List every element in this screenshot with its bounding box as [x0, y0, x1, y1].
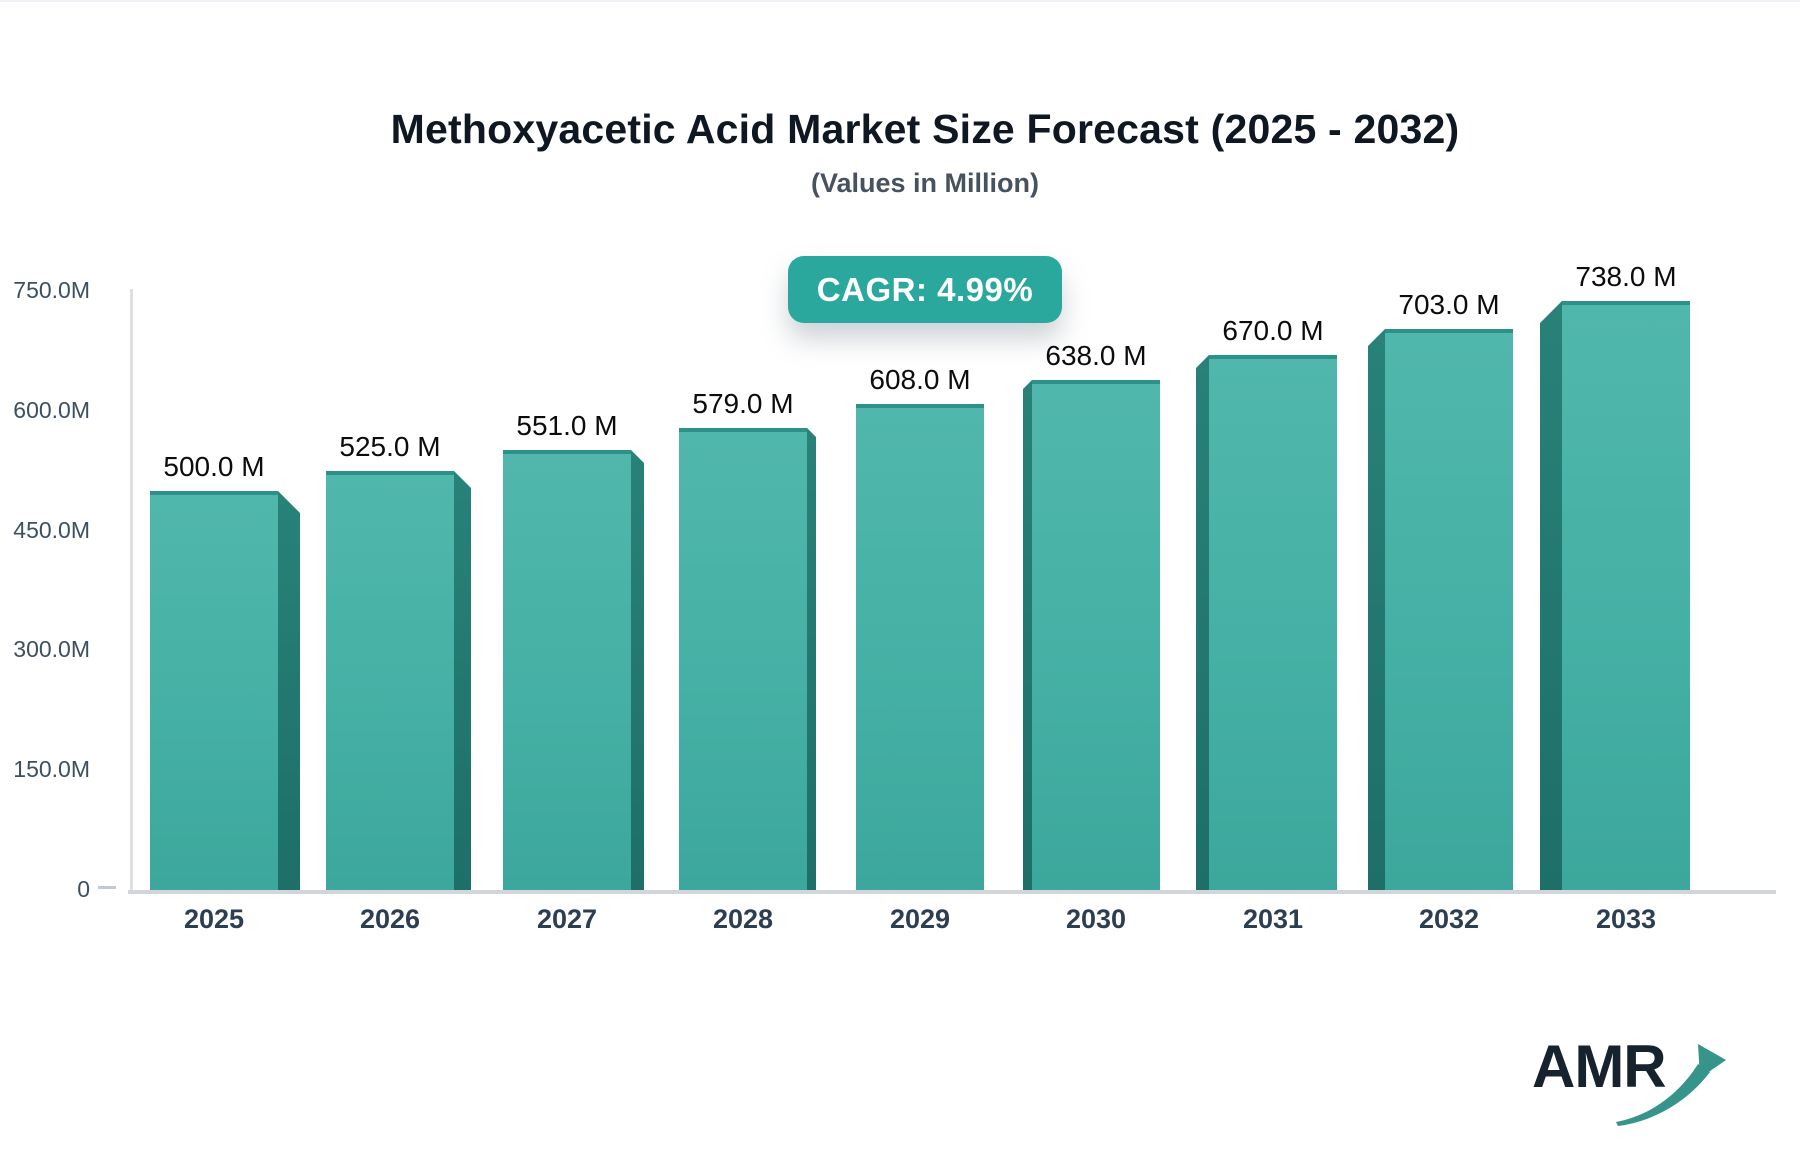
bar-2026	[326, 471, 454, 890]
y-tick-label-0: 0	[77, 876, 90, 902]
cagr-badge-label: CAGR: 4.99%	[816, 270, 1034, 308]
x-tick-label-2031: 2031	[1242, 904, 1304, 934]
x-tick-label-2032: 2032	[1418, 904, 1480, 934]
y-tick-label-750: 750.0M	[13, 277, 90, 303]
bar-side-2030	[1023, 380, 1032, 890]
bar-side-2025	[278, 491, 300, 890]
x-tick-label-2033: 2033	[1595, 904, 1657, 934]
bar-value-label-2028: 579.0 M	[692, 388, 794, 419]
bar-side-2028	[807, 428, 816, 890]
bar-2027	[503, 450, 631, 890]
x-tick-label-2029: 2029	[889, 904, 951, 934]
amr-logo: AMR	[1530, 1032, 1760, 1142]
x-tick-label-2025: 2025	[183, 904, 245, 934]
cagr-badge: CAGR: 4.99%	[788, 256, 1062, 323]
x-tick-label-2026: 2026	[359, 904, 421, 934]
bar-value-label-2026: 525.0 M	[339, 431, 441, 462]
trend-up-arrow-icon	[1616, 1044, 1726, 1126]
x-tick-label-2028: 2028	[712, 904, 774, 934]
y-zero-tick-mark	[98, 886, 116, 889]
bar-side-2033	[1540, 301, 1562, 890]
bar-value-label-2031: 670.0 M	[1222, 315, 1324, 346]
bar-2031	[1209, 355, 1337, 890]
bar-value-label-2029: 608.0 M	[869, 364, 971, 395]
bar-value-label-2032: 703.0 M	[1398, 289, 1500, 320]
chart-title: Methoxyacetic Acid Market Size Forecast …	[390, 106, 1460, 152]
bar-value-label-2027: 551.0 M	[516, 410, 618, 441]
y-axis-line	[130, 289, 133, 894]
y-tick-label-600: 600.0M	[13, 396, 90, 423]
bar-2028	[679, 428, 807, 890]
bar-value-label-2033: 738.0 M	[1575, 261, 1677, 292]
bar-side-2026	[454, 471, 471, 890]
x-tick-label-2030: 2030	[1065, 904, 1127, 934]
bar-side-2032	[1368, 329, 1385, 890]
bar-side-2027	[631, 450, 644, 890]
x-tick-label-2027: 2027	[536, 904, 598, 934]
bar-2033	[1562, 301, 1690, 890]
y-tick-label-150: 150.0M	[13, 756, 90, 783]
y-tick-label-300: 300.0M	[13, 636, 90, 663]
amr-logo-text: AMR	[1532, 1033, 1667, 1100]
chart-subtitle: (Values in Million)	[810, 168, 1040, 198]
bar-side-2031	[1196, 355, 1209, 890]
bar-2032	[1385, 329, 1513, 890]
x-axis-line	[128, 890, 1776, 894]
bar-2025	[150, 491, 278, 890]
bar-2030	[1032, 380, 1160, 890]
bar-value-label-2030: 638.0 M	[1045, 340, 1147, 371]
bar-value-label-2025: 500.0 M	[163, 451, 265, 482]
bar-2029	[856, 404, 984, 890]
y-tick-label-450: 450.0M	[13, 516, 90, 543]
